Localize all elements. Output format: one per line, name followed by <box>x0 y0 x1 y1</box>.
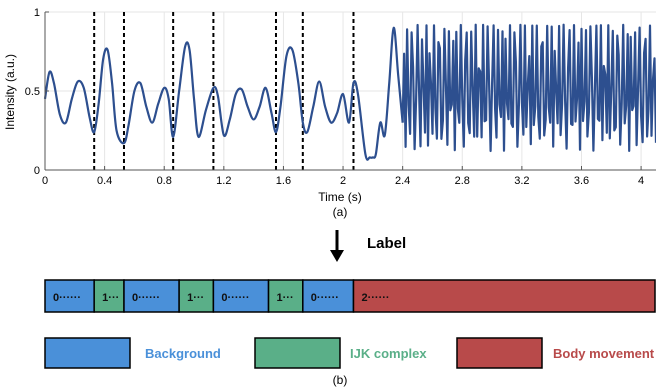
legend: Background IJK complex Body movement <box>44 337 655 369</box>
x-tick-label: 4 <box>638 175 644 187</box>
arrow-label: Label <box>367 235 406 252</box>
x-tick-label: 0.8 <box>157 175 172 187</box>
caption-b: (b) <box>333 373 348 387</box>
segment-label: 0······ <box>221 292 249 304</box>
segment-block <box>44 279 95 313</box>
x-tick-label: 3.2 <box>514 175 529 187</box>
segment-label: 0······ <box>311 292 339 304</box>
signal-line-irregular <box>401 23 656 153</box>
legend-swatch <box>254 337 341 369</box>
segment-label: 0······ <box>132 292 160 304</box>
x-ticks: 0 0.4 0.8 1.2 1.6 2 2.4 2.8 3.2 3.6 4 <box>42 166 644 187</box>
legend-label: Background <box>145 346 221 361</box>
segment-bar: 0······ 1··· 0······ 1··· 0······ 1··· 0······… <box>44 279 656 313</box>
x-tick-label: 3.6 <box>574 175 589 187</box>
x-tick-label: 0.4 <box>97 175 112 187</box>
legend-label: IJK complex <box>350 346 427 361</box>
segment-block <box>352 279 656 313</box>
caption-a: (a) <box>333 205 348 219</box>
x-tick-label: 1.2 <box>216 175 231 187</box>
legend-label: Body movement <box>553 346 655 361</box>
legend-swatch <box>44 337 131 369</box>
segment-label: 1··· <box>187 292 204 304</box>
segment-block <box>93 279 125 313</box>
chart: 0 0.4 0.8 1.2 1.6 2 2.4 2.8 3.2 3.6 4 00.51 Time (… <box>3 7 656 219</box>
segment-label: 1··· <box>102 292 119 304</box>
x-tick-label: 2.4 <box>395 175 410 187</box>
segment-label: 1··· <box>277 292 294 304</box>
y-axis-title: Intensity (a.u.) <box>3 54 17 130</box>
x-tick-label: 1.6 <box>276 175 291 187</box>
y-tick-label: 0 <box>34 165 40 177</box>
segment-label: 2······ <box>361 292 389 304</box>
x-tick-label: 2 <box>340 175 346 187</box>
x-axis-title: Time (s) <box>318 190 362 204</box>
segment-block <box>302 279 355 313</box>
segment-label: 0······ <box>53 292 81 304</box>
label-arrow <box>330 230 344 262</box>
segment-block <box>267 279 304 313</box>
y-ticks: 00.51 <box>25 7 49 177</box>
signal-line <box>43 26 404 161</box>
segment-block <box>178 279 215 313</box>
y-tick-label: 1 <box>34 7 40 19</box>
segment-block <box>123 279 180 313</box>
legend-swatch <box>456 337 543 369</box>
x-tick-label: 0 <box>42 175 48 187</box>
y-tick-label: 0.5 <box>25 86 40 98</box>
x-tick-label: 2.8 <box>455 175 470 187</box>
